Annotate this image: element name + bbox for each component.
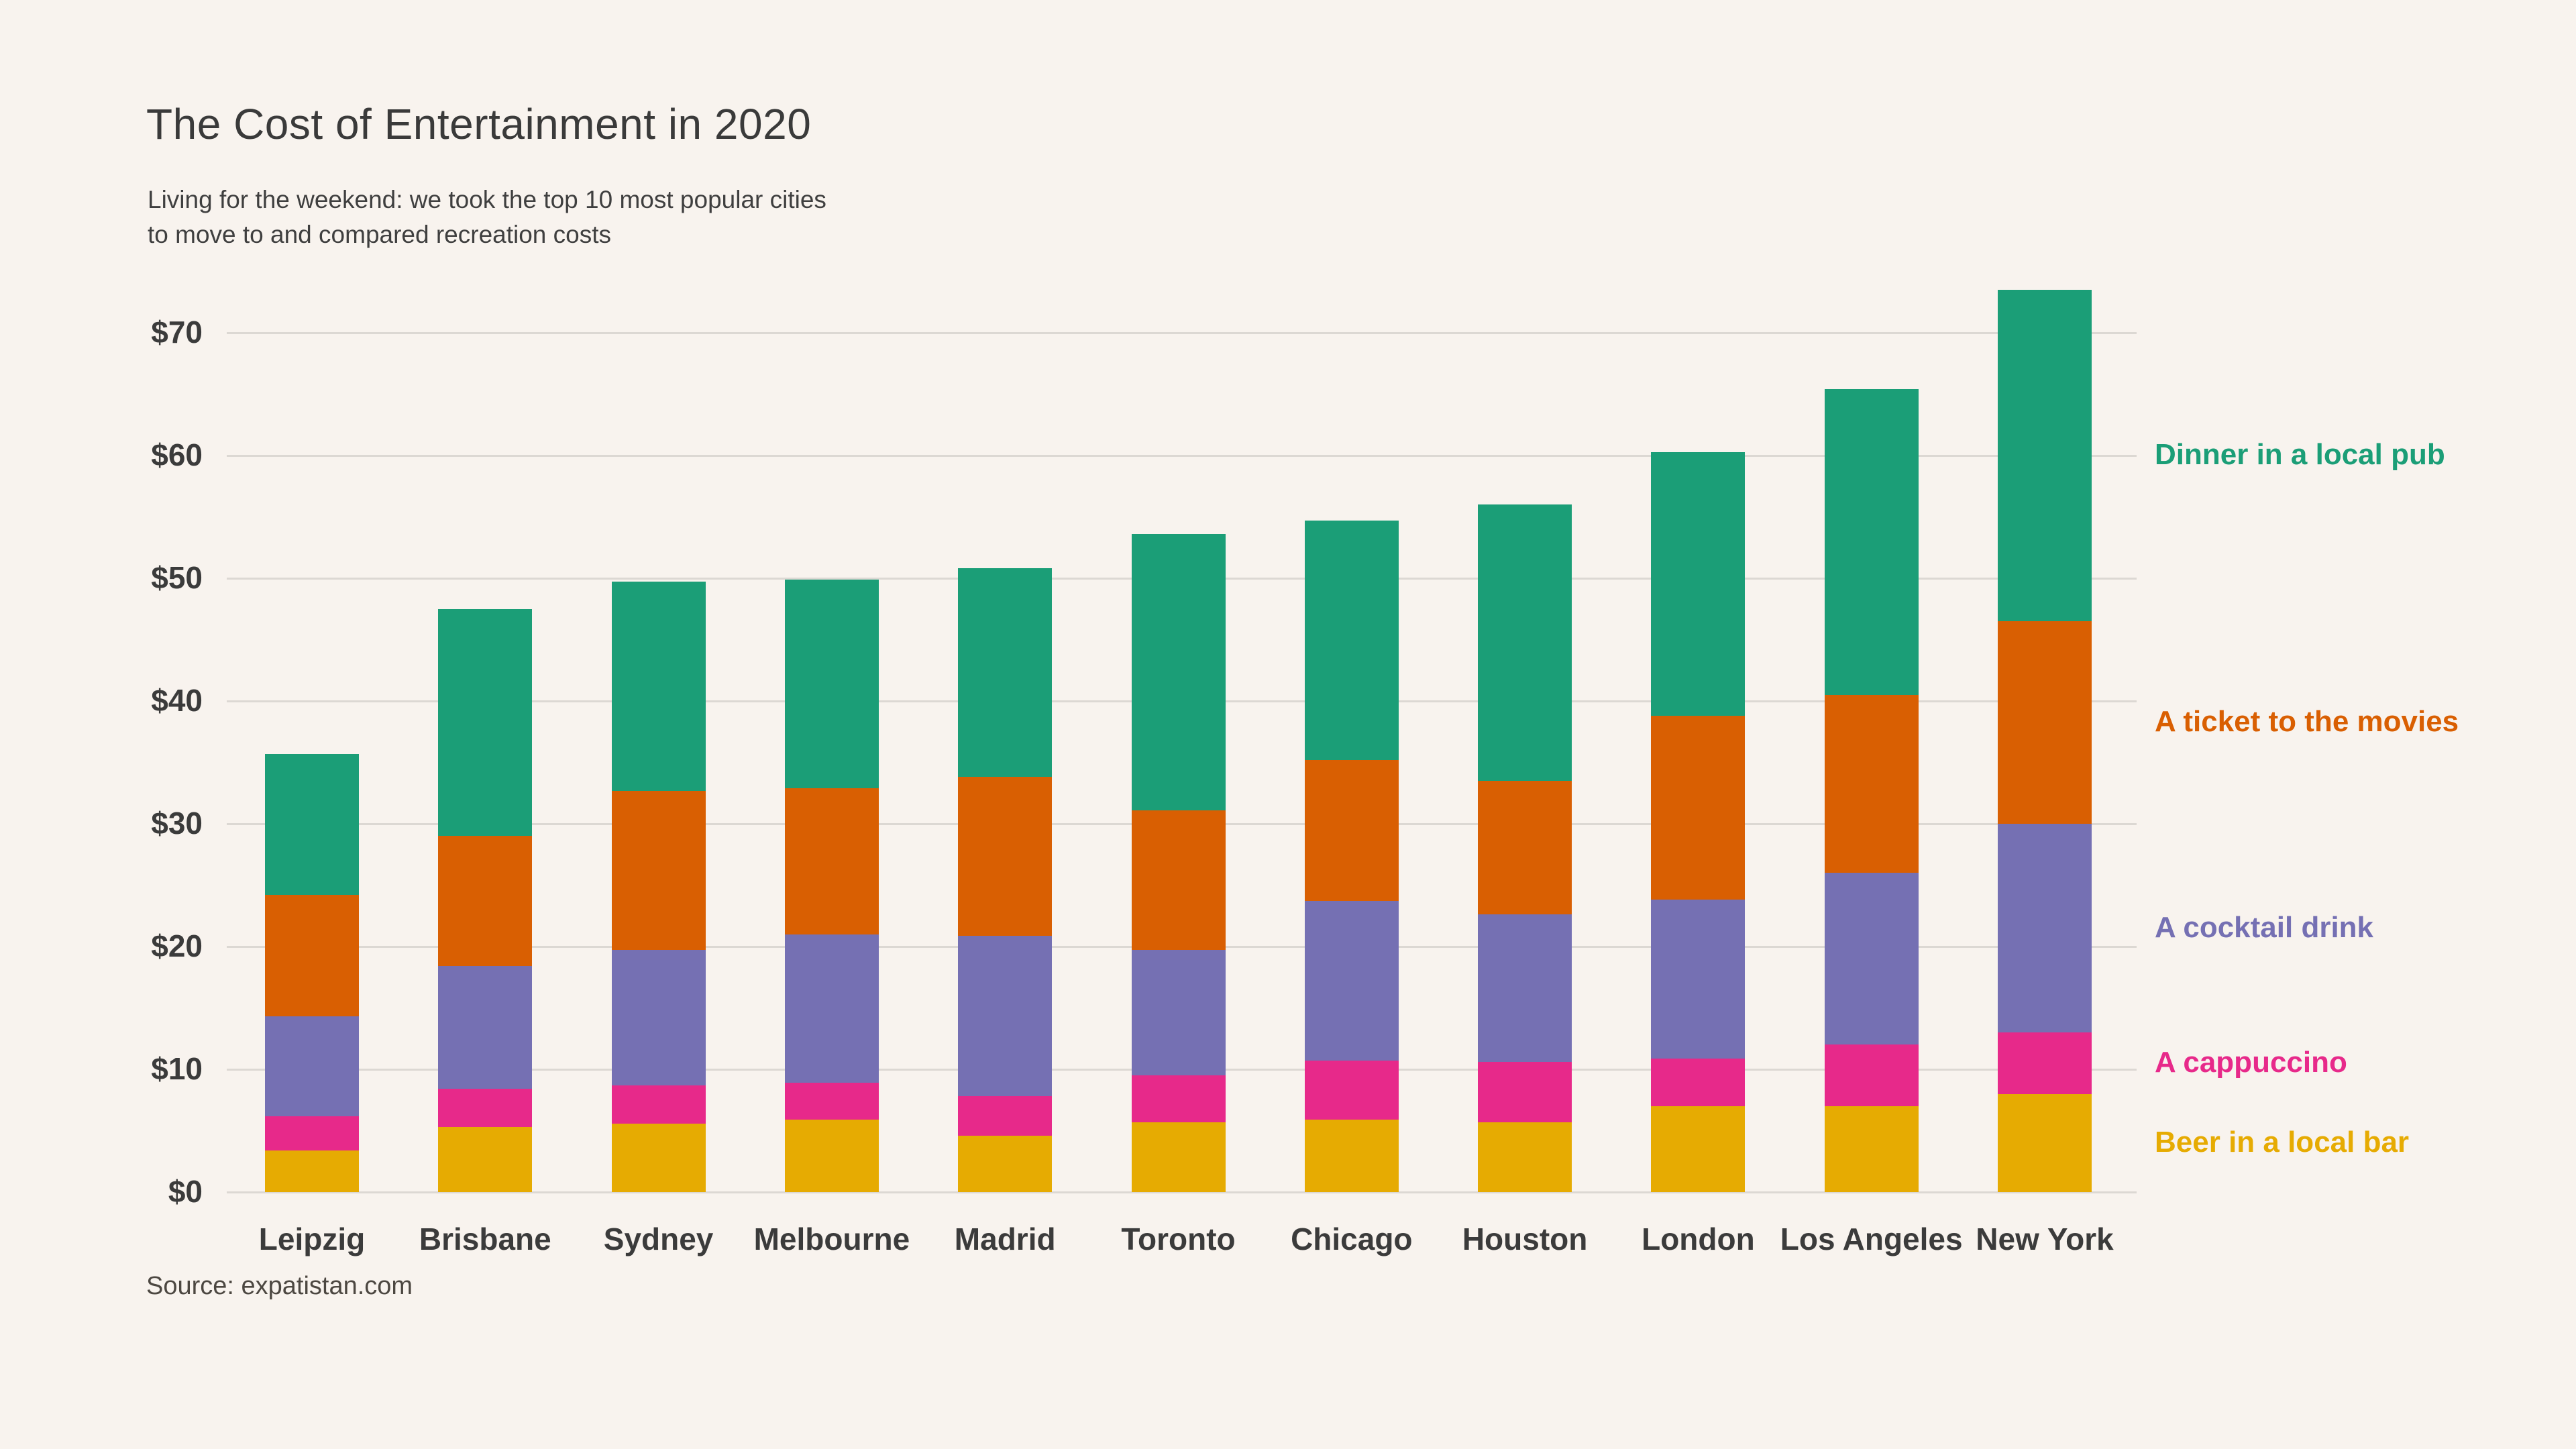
legend-dinner-in-a-local-pub: Dinner in a local pub [2155,438,2445,471]
bar-chicago-dinner-in-a-local-pub [1304,520,1399,760]
bar-los-angeles-a-ticket-to-the-movies [1824,694,1919,873]
xtick-label-toronto: Toronto [1121,1222,1236,1256]
source-note: Source: expatistan.com [146,1272,413,1300]
bar-sydney-beer-in-a-local-bar [611,1123,706,1192]
bar-chicago-a-cappuccino [1304,1061,1399,1120]
bar-melbourne-beer-in-a-local-bar [784,1120,879,1192]
xtick-label-los-angeles: Los Angeles [1780,1222,1963,1256]
bar-leipzig-dinner-in-a-local-pub [265,753,359,896]
bar-madrid-beer-in-a-local-bar [958,1135,1053,1192]
xtick-label-leipzig: Leipzig [258,1222,366,1256]
bar-sydney-dinner-in-a-local-pub [611,582,706,791]
bar-brisbane-a-cappuccino [438,1089,533,1127]
bar-houston-beer-in-a-local-bar [1478,1122,1572,1192]
xtick-label-madrid: Madrid [954,1222,1056,1256]
bar-chicago-beer-in-a-local-bar [1304,1120,1399,1192]
bar-sydney-a-cocktail-drink [611,950,706,1085]
bar-leipzig-a-ticket-to-the-movies [265,895,359,1017]
bar-melbourne-dinner-in-a-local-pub [784,579,879,788]
ytick-label-30: $30 [151,806,203,841]
xtick-label-chicago: Chicago [1291,1222,1413,1256]
bar-sydney-a-cappuccino [611,1085,706,1124]
ytick-label-60: $60 [151,437,203,472]
xtick-label-houston: Houston [1462,1222,1588,1256]
bar-melbourne-a-cocktail-drink [784,934,879,1083]
bar-brisbane-dinner-in-a-local-pub [438,608,533,837]
bar-houston-dinner-in-a-local-pub [1478,504,1572,781]
legend-a-cocktail-drink: A cocktail drink [2155,910,2374,944]
bar-toronto-beer-in-a-local-bar [1131,1122,1226,1192]
bar-los-angeles-beer-in-a-local-bar [1824,1106,1919,1192]
bar-new-york-a-ticket-to-the-movies [1998,621,2092,824]
bar-madrid-a-cappuccino [958,1096,1053,1136]
bar-los-angeles-a-cocktail-drink [1824,873,1919,1045]
bar-houston-a-cappuccino [1478,1062,1572,1122]
bar-london-a-ticket-to-the-movies [1651,715,1746,900]
ytick-label-10: $10 [151,1051,203,1086]
bar-london-a-cocktail-drink [1651,900,1746,1059]
bar-chicago-a-cocktail-drink [1304,901,1399,1061]
ytick-label-20: $20 [151,928,203,963]
bar-chicago-a-ticket-to-the-movies [1304,759,1399,902]
bar-toronto-a-ticket-to-the-movies [1131,810,1226,951]
ytick-label-70: $70 [151,315,203,350]
chart-subtitle: Living for the weekend: we took the top … [148,186,826,248]
chart-title: The Cost of Entertainment in 2020 [146,100,812,148]
bar-leipzig-a-cocktail-drink [265,1016,359,1116]
bar-leipzig-a-cappuccino [265,1116,359,1150]
bar-toronto-a-cocktail-drink [1131,950,1226,1076]
bar-houston-a-ticket-to-the-movies [1478,780,1572,915]
xtick-label-london: London [1642,1222,1755,1256]
bar-new-york-a-cappuccino [1998,1032,2092,1094]
gridline-70 [227,332,2137,334]
legend-beer-in-a-local-bar: Beer in a local bar [2155,1125,2410,1159]
bar-madrid-a-cocktail-drink [958,935,1053,1097]
legend-a-ticket-to-the-movies: A ticket to the movies [2155,705,2459,739]
bar-los-angeles-dinner-in-a-local-pub [1824,389,1919,695]
bar-madrid-a-ticket-to-the-movies [958,777,1053,936]
bar-brisbane-a-cocktail-drink [438,966,533,1089]
bar-brisbane-a-ticket-to-the-movies [438,836,533,967]
bar-new-york-dinner-in-a-local-pub [1998,289,2092,622]
bar-los-angeles-a-cappuccino [1824,1044,1919,1106]
bar-new-york-a-cocktail-drink [1998,824,2092,1033]
bar-sydney-a-ticket-to-the-movies [611,790,706,951]
bar-brisbane-beer-in-a-local-bar [438,1127,533,1192]
bar-new-york-beer-in-a-local-bar [1998,1093,2092,1192]
bar-leipzig-beer-in-a-local-bar [265,1150,359,1192]
bar-melbourne-a-ticket-to-the-movies [784,788,879,934]
xtick-label-new-york: New York [1976,1222,2114,1256]
bar-london-dinner-in-a-local-pub [1651,451,1746,716]
ytick-label-40: $40 [151,683,203,718]
gridline-0 [227,1191,2137,1193]
bar-toronto-a-cappuccino [1131,1075,1226,1122]
bar-london-a-cappuccino [1651,1058,1746,1106]
bar-madrid-dinner-in-a-local-pub [958,568,1053,777]
ytick-label-50: $50 [151,560,203,595]
bar-london-beer-in-a-local-bar [1651,1106,1746,1192]
bar-houston-a-cocktail-drink [1478,914,1572,1062]
legend-a-cappuccino: A cappuccino [2155,1045,2347,1079]
xtick-label-sydney: Sydney [603,1222,714,1256]
bar-melbourne-a-cappuccino [784,1083,879,1120]
ytick-label-0: $0 [168,1174,203,1209]
xtick-label-brisbane: Brisbane [419,1222,551,1256]
bar-toronto-dinner-in-a-local-pub [1131,534,1226,810]
xtick-label-melbourne: Melbourne [753,1222,910,1256]
gridline-60 [227,455,2137,457]
